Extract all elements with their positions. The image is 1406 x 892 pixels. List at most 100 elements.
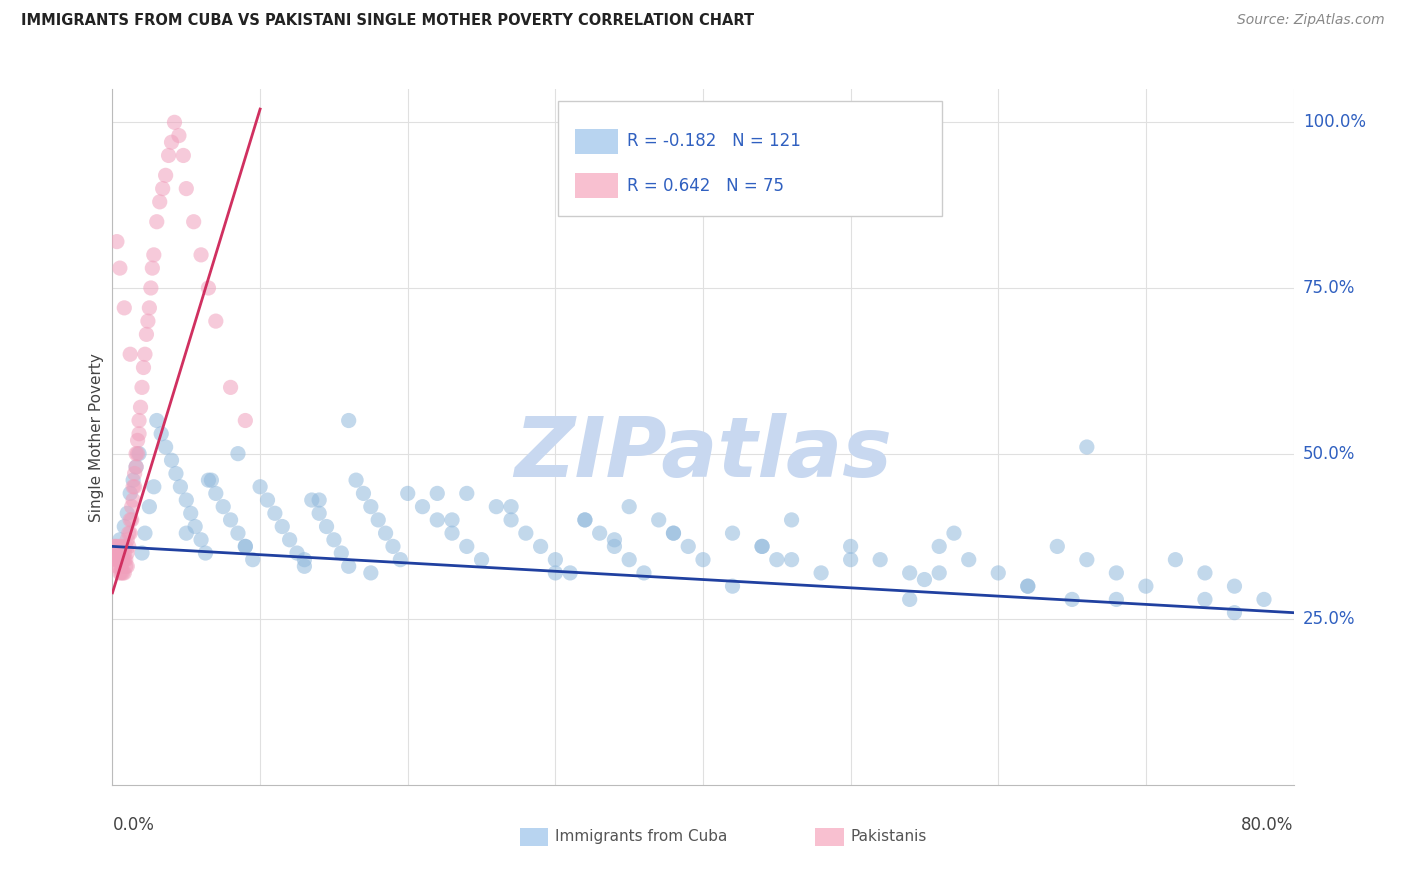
Point bbox=[125, 447, 148, 461]
Point bbox=[155, 440, 177, 454]
Point bbox=[131, 380, 153, 394]
Point bbox=[1017, 579, 1039, 593]
Point bbox=[233, 540, 256, 554]
Point bbox=[105, 552, 128, 566]
Point bbox=[544, 552, 567, 566]
Point bbox=[603, 540, 626, 554]
Point bbox=[219, 380, 242, 394]
Point bbox=[114, 559, 136, 574]
Point bbox=[104, 552, 127, 566]
Point bbox=[117, 546, 138, 560]
Point bbox=[558, 566, 582, 580]
Point bbox=[647, 513, 671, 527]
Point bbox=[898, 566, 921, 580]
Point bbox=[898, 592, 921, 607]
Point bbox=[1076, 440, 1098, 454]
Point bbox=[122, 493, 145, 508]
Point bbox=[382, 540, 405, 554]
Point bbox=[120, 513, 142, 527]
Point bbox=[141, 261, 163, 276]
Point bbox=[352, 486, 374, 500]
Point bbox=[155, 169, 177, 183]
Point bbox=[780, 552, 803, 566]
Point bbox=[987, 566, 1010, 580]
Point bbox=[330, 546, 353, 560]
Point bbox=[142, 248, 165, 262]
Point bbox=[180, 506, 202, 520]
Point bbox=[138, 500, 160, 514]
Point bbox=[1062, 592, 1084, 607]
Point bbox=[132, 360, 155, 375]
Point bbox=[146, 413, 169, 427]
Point bbox=[105, 559, 128, 574]
Text: 25.0%: 25.0% bbox=[1303, 610, 1355, 628]
Point bbox=[1164, 552, 1187, 566]
Y-axis label: Single Mother Poverty: Single Mother Poverty bbox=[89, 352, 104, 522]
Point bbox=[603, 533, 626, 547]
Point bbox=[839, 540, 862, 554]
Point bbox=[142, 480, 165, 494]
Text: R = -0.182   N = 121: R = -0.182 N = 121 bbox=[627, 132, 801, 150]
Point bbox=[242, 552, 264, 566]
Point bbox=[128, 447, 150, 461]
Point bbox=[125, 459, 148, 474]
Point bbox=[120, 526, 142, 541]
Point bbox=[411, 500, 433, 514]
Text: R = 0.642   N = 75: R = 0.642 N = 75 bbox=[627, 177, 785, 194]
Point bbox=[367, 513, 389, 527]
Point bbox=[574, 513, 596, 527]
Point bbox=[869, 552, 891, 566]
Point bbox=[426, 513, 449, 527]
Point bbox=[233, 540, 256, 554]
Point bbox=[152, 181, 174, 195]
Point bbox=[928, 566, 950, 580]
Point bbox=[134, 347, 156, 361]
Point bbox=[544, 566, 567, 580]
Point bbox=[135, 327, 157, 342]
Point bbox=[337, 559, 360, 574]
Point bbox=[174, 493, 197, 508]
Point bbox=[197, 473, 219, 487]
Point bbox=[183, 215, 205, 229]
Point bbox=[104, 540, 127, 554]
Point bbox=[111, 552, 134, 566]
Point bbox=[1076, 552, 1098, 566]
Point bbox=[678, 540, 700, 554]
Point bbox=[131, 546, 153, 560]
Point bbox=[104, 546, 127, 560]
Point bbox=[485, 500, 508, 514]
Point bbox=[165, 467, 187, 481]
Point bbox=[692, 552, 714, 566]
Point bbox=[167, 128, 190, 143]
Point bbox=[110, 546, 132, 560]
Point bbox=[190, 533, 212, 547]
Point bbox=[120, 347, 142, 361]
Point bbox=[914, 573, 936, 587]
Point bbox=[285, 546, 308, 560]
Text: Pakistanis: Pakistanis bbox=[851, 830, 927, 844]
Point bbox=[120, 486, 142, 500]
Point bbox=[721, 526, 744, 541]
Point bbox=[108, 540, 131, 554]
Point bbox=[128, 413, 150, 427]
Point bbox=[110, 559, 132, 574]
Point bbox=[501, 513, 523, 527]
Point bbox=[121, 500, 143, 514]
Point bbox=[441, 513, 464, 527]
Point bbox=[107, 559, 129, 574]
Point bbox=[226, 447, 249, 461]
Text: 80.0%: 80.0% bbox=[1241, 816, 1294, 834]
Point bbox=[160, 135, 183, 149]
Point bbox=[633, 566, 655, 580]
Point bbox=[344, 473, 367, 487]
Text: 75.0%: 75.0% bbox=[1303, 279, 1355, 297]
Point bbox=[292, 552, 315, 566]
Point bbox=[441, 526, 464, 541]
Point bbox=[112, 519, 135, 533]
Point bbox=[426, 486, 449, 500]
Point bbox=[111, 566, 134, 580]
Point bbox=[1017, 579, 1039, 593]
Point bbox=[1135, 579, 1157, 593]
Point bbox=[256, 493, 278, 508]
Point bbox=[780, 513, 803, 527]
